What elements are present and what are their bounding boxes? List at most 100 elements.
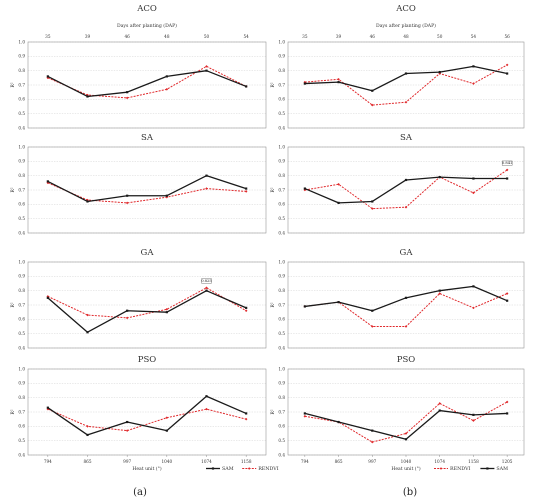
annotation-label: 0.825 [201,279,212,283]
y-axis-label: R² [10,302,16,307]
y-tick-label: 0.5 [18,331,25,336]
data-point-sam [165,429,168,432]
panel-title: SA [141,133,154,143]
panel-title: SA [400,133,413,143]
data-point-rendvi [86,425,89,428]
y-tick-label: 0.4 [278,125,285,130]
y-tick-label: 0.4 [278,230,285,235]
legend-label: RENDVI [450,466,471,472]
y-axis-label: R² [270,409,276,414]
y-tick-label: 0.5 [278,331,285,336]
plot-frame [287,261,525,349]
plot-frame [27,368,267,456]
data-point-sam [506,72,509,75]
y-tick-label: 0.9 [18,381,25,386]
y-tick-label: 0.7 [278,82,285,87]
y-tick-label: 0.5 [18,216,25,221]
y-tick-label: 0.4 [18,125,25,130]
y-tick-label: 0.7 [18,82,25,87]
series-line-sam [304,409,508,440]
x-tick-label: 997 [368,459,376,464]
data-point-sam [86,95,89,98]
annotation-box [201,278,212,284]
top-tick-label: 50 [204,34,210,39]
data-point-sam [86,433,89,437]
top-tick-label: 50 [437,34,443,39]
data-point-rendvi [370,207,374,210]
data-point-rendvi [205,65,208,68]
data-point-rendvi [205,187,208,190]
annotation-label: 0.841 [502,161,512,165]
y-tick-label: 0.6 [18,97,25,102]
x-tick-label: 1040 [401,459,412,464]
y-axis-label: R² [10,187,16,192]
data-point-rendvi [370,325,374,328]
y-tick-label: 0.7 [18,187,25,192]
series-line-sam [47,70,247,98]
x-tick-label: 1158 [468,459,479,464]
x-tick-label: 794 [301,459,309,464]
data-point-sam [438,176,441,179]
data-point-sam [371,89,374,92]
chart-panel-0: ACO Days after planting (DAP) 35 39 46 48 50 54… [10,4,267,130]
y-tick-label: 0.5 [18,438,25,443]
top-axis-label: Days after planting (DAP) [376,22,436,29]
data-point-rendvi [472,306,475,310]
y-tick-label: 0.8 [278,173,285,178]
y-tick-label: 0.7 [278,187,285,192]
data-point-sam [165,75,168,78]
data-point-sam [371,309,374,312]
series-line-sam [304,65,508,92]
series-line-sam [47,175,247,203]
data-point-sam [506,299,509,302]
y-tick-label: 0.7 [18,409,25,414]
data-point-sam [303,412,306,415]
y-axis-label: R² [10,409,16,414]
y-tick-label: 0.5 [278,438,285,443]
data-point-sam [126,309,129,312]
chart-panel-3: PSO 0.4 0.5 0.6 0.7 0.8 0.9 1.0 R² 794 865 997 1040 1… [10,355,279,472]
y-tick-label: 0.9 [278,381,285,386]
data-point-sam [337,81,340,84]
legend-marker [486,467,489,470]
y-tick-label: 1.0 [278,39,285,44]
x-tick-label: 865 [84,459,92,464]
panel-title: GA [141,248,155,258]
data-point-rendvi [205,407,208,411]
chart-panel-5: SA 0.4 0.5 0.6 0.7 0.8 0.9 1.0 R² 0.841 [270,133,525,235]
data-point-sam [205,174,208,177]
data-point-rendvi [370,103,374,107]
y-tick-label: 1.0 [278,259,285,264]
data-point-rendvi [165,88,169,91]
y-tick-label: 1.0 [18,39,25,44]
data-point-sam [438,409,441,412]
y-tick-label: 0.7 [278,409,285,414]
legend-label: SAM [496,466,508,472]
y-tick-label: 0.6 [278,97,285,102]
plot-frame [287,146,525,234]
annotation-box [501,160,513,166]
top-tick-label: 35 [45,34,51,39]
top-tick-label: 39 [336,34,342,39]
data-point-rendvi [505,292,509,295]
data-point-sam [245,187,248,190]
top-tick-label: 48 [403,34,409,39]
data-point-rendvi [337,77,340,81]
x-tick-label: 1074 [434,459,445,464]
data-point-rendvi [125,316,129,320]
data-point-sam [337,301,340,304]
series-line-sam [47,290,247,333]
y-axis-label: R² [10,82,16,87]
data-point-rendvi [472,82,475,85]
data-point-sam [46,406,49,409]
panel-label-b: (b) [403,487,417,498]
data-point-sam [245,412,248,415]
x-axis-label: Heat unit (°) [391,465,421,472]
data-point-sam [506,412,509,415]
panel-title: PSO [397,355,416,365]
data-point-sam [165,194,168,197]
data-point-rendvi [472,419,475,422]
data-point-rendvi [370,440,374,444]
y-tick-label: 0.8 [278,288,285,293]
y-axis-label: R² [270,82,276,87]
